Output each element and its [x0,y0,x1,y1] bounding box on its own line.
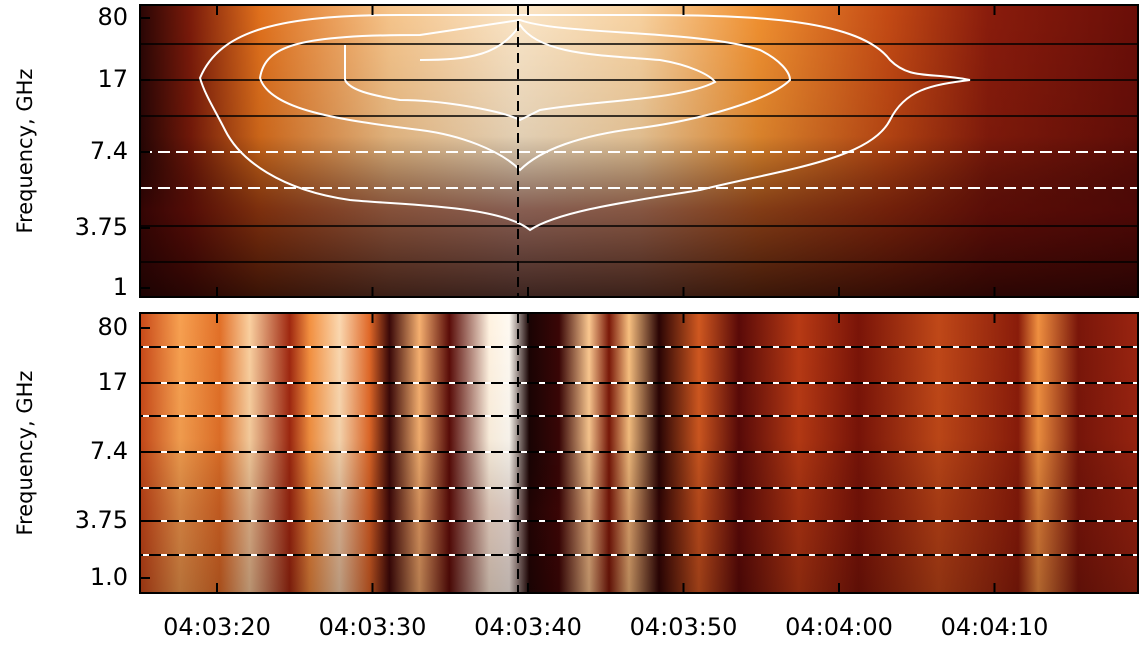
y-tick-label: 17 [97,65,128,93]
y-tick-label: 3.75 [75,506,128,534]
x-tick-label: 04:03:40 [474,613,582,641]
y-tick-label: 80 [97,3,128,31]
contours [198,14,971,232]
x-tick-label: 04:03:20 [163,613,271,641]
y-tick-label: 7.4 [90,437,128,465]
y-axis-label: Frequency, GHz [13,371,37,536]
y-tick-label: 17 [97,368,128,396]
x-tick-label: 04:03:50 [630,613,738,641]
x-tick-label: 04:03:30 [319,613,427,641]
y-tick-label: 7.4 [90,137,128,165]
y-tick-label: 80 [97,313,128,341]
y-tick-label: 3.75 [75,213,128,241]
y-axis-label: Frequency, GHz [13,69,37,234]
panel-bottom [139,312,1139,594]
channel-lines-dashed [140,151,1138,189]
y-tick-label: 1.0 [90,563,128,591]
channel-lines-dashed [140,346,1138,556]
x-tick-label: 04:04:10 [941,613,1049,641]
x-tick-label: 04:04:00 [785,613,893,641]
panel-top [139,4,1139,298]
channel-lines [140,43,1138,263]
y-tick-label: 1 [113,273,128,301]
